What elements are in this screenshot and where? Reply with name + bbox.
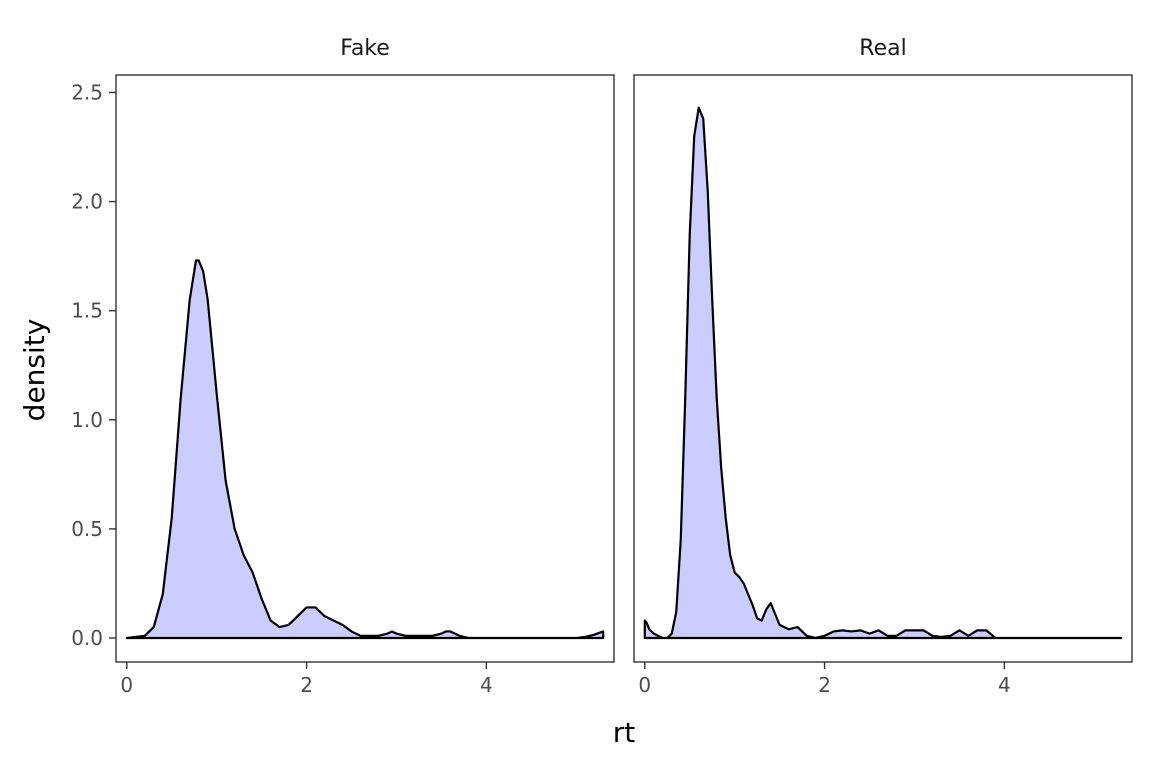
y-tick-label: 0.5 (71, 517, 103, 541)
y-tick-label: 2.0 (71, 190, 103, 214)
density-area-real (643, 106, 1123, 640)
x-tick-label-real: 4 (998, 673, 1011, 697)
panel-fake: Fake 0 2 4 0.0 0.5 1.0 1.5 2.0 2.5 (71, 36, 615, 697)
panel-real: Real 0 2 4 (633, 36, 1133, 697)
x-tick-label-fake: 0 (120, 673, 133, 697)
y-axis-title: density (18, 319, 51, 422)
x-axis-title: rt (613, 716, 636, 749)
y-tick-label: 1.5 (71, 299, 103, 323)
x-tick-label-fake: 2 (300, 673, 313, 697)
facet-label-real: Real (859, 36, 906, 61)
y-tick-label: 0.0 (71, 626, 103, 650)
x-tick-label-real: 2 (818, 673, 831, 697)
panel-border-fake (115, 74, 615, 663)
y-tick-label: 2.5 (71, 80, 103, 104)
x-tick-label-real: 0 (638, 673, 651, 697)
x-tick-label-fake: 4 (480, 673, 493, 697)
panels-layer: Fake 0 2 4 0.0 0.5 1.0 1.5 2.0 2.5 Real 0 2 4 (71, 36, 1133, 697)
facet-label-fake: Fake (340, 36, 390, 61)
panel-border-real (633, 74, 1133, 663)
y-tick-label: 1.0 (71, 408, 103, 432)
density-area-fake (125, 259, 605, 640)
